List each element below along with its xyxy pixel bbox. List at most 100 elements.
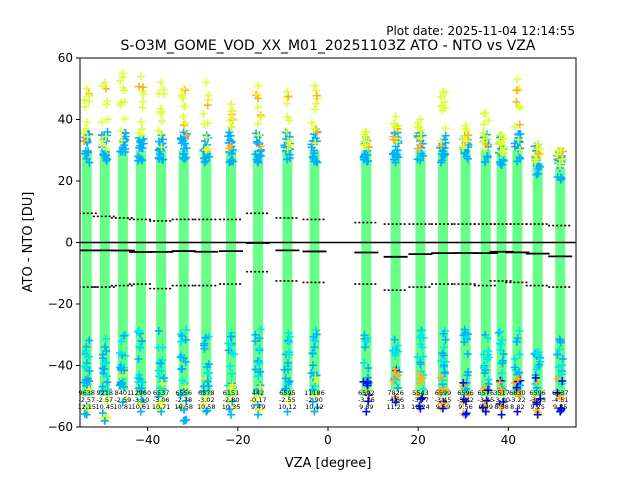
data-point <box>82 154 91 163</box>
bin-mean: -3.00 <box>493 396 510 404</box>
bin-count: 7826 <box>387 389 404 397</box>
plot-date: Plot date: 2025-11-04 12:14:55 <box>386 24 575 38</box>
data-point <box>441 124 450 133</box>
data-point <box>362 157 371 166</box>
data-point <box>313 403 322 412</box>
data-point <box>100 78 109 87</box>
data-point <box>228 106 237 115</box>
data-point <box>157 78 166 87</box>
bin-std: 12.15 <box>77 403 96 411</box>
data-point <box>283 358 292 367</box>
bin-mean: -0.17 <box>250 396 267 404</box>
x-tick-label: 20 <box>411 433 426 447</box>
data-point <box>180 155 189 164</box>
data-point <box>120 114 129 123</box>
data-point <box>84 352 93 361</box>
data-point <box>499 397 508 406</box>
bin-std: 10.24 <box>411 403 430 411</box>
data-point <box>313 158 322 167</box>
y-axis-ticks: −60 −40 −20 0 20 40 60 <box>48 51 80 434</box>
x-axis-ticks: −40 −20 0 20 40 <box>135 427 516 447</box>
data-point <box>464 391 473 400</box>
data-point <box>440 343 449 352</box>
data-point <box>478 138 487 147</box>
bin-mean: -3.63 <box>529 396 546 404</box>
data-point <box>137 384 146 393</box>
data-point <box>311 373 320 382</box>
data-point <box>554 362 563 371</box>
data-point <box>437 102 446 111</box>
data-point <box>514 102 523 111</box>
data-point <box>285 140 294 149</box>
bin-mean: -4.51 <box>552 396 569 404</box>
data-point <box>464 131 473 140</box>
data-point <box>553 173 562 182</box>
data-point <box>311 326 320 335</box>
data-point <box>200 158 209 167</box>
point-cloud-column <box>555 168 566 397</box>
vza-bin-17 <box>494 130 509 419</box>
data-point <box>160 89 169 98</box>
data-point <box>254 81 263 90</box>
data-point <box>179 112 188 121</box>
data-point <box>362 337 371 346</box>
data-point <box>512 337 521 346</box>
data-point <box>228 397 237 406</box>
data-point <box>437 137 446 146</box>
data-point <box>419 384 428 393</box>
data-point <box>513 374 522 383</box>
data-point <box>437 92 446 101</box>
data-point <box>157 117 166 126</box>
data-point <box>154 392 163 401</box>
bin-stat-label: 6596-3.429.56 <box>457 389 474 411</box>
data-point <box>363 389 372 398</box>
data-point <box>227 328 236 337</box>
data-point <box>103 396 112 405</box>
bin-stat-label: 6637-4.519.85 <box>552 389 569 411</box>
vza-bin-18 <box>510 75 525 416</box>
bin-count: 6595 <box>279 389 296 397</box>
data-point <box>199 109 208 118</box>
bin-mean: -2.57 <box>96 396 113 404</box>
data-point <box>227 369 236 378</box>
data-point <box>364 364 373 373</box>
data-point <box>115 349 124 358</box>
data-point <box>254 131 263 140</box>
data-point <box>80 129 88 138</box>
data-point <box>200 120 209 129</box>
bin-stat-label: 3517-3.008.58 <box>493 389 510 411</box>
vza-bin-14 <box>436 87 450 413</box>
data-point <box>553 388 562 397</box>
vza-bin-12 <box>388 112 403 407</box>
bin-std: 9.49 <box>251 403 265 411</box>
data-point <box>515 350 524 359</box>
data-point <box>417 395 426 404</box>
data-point <box>284 388 293 397</box>
x-axis-label: VZA [degree] <box>285 456 372 471</box>
data-point <box>480 369 489 378</box>
data-point <box>256 382 265 391</box>
data-point <box>253 392 262 401</box>
data-point <box>253 103 262 112</box>
data-point <box>311 391 320 400</box>
data-point <box>484 353 493 362</box>
data-point <box>100 365 109 374</box>
data-point <box>181 86 190 95</box>
data-point <box>203 144 212 153</box>
data-point <box>134 355 143 364</box>
data-point <box>80 406 88 415</box>
data-point <box>418 326 427 335</box>
data-point <box>553 350 562 359</box>
data-point <box>534 165 543 174</box>
data-point <box>419 352 428 361</box>
bin-count: 6578 <box>198 389 215 397</box>
bin-count: 6596 <box>457 389 474 397</box>
vza-bin-10 <box>307 81 322 416</box>
data-point <box>557 394 566 403</box>
bin-stat-label: 6576-3.459.49 <box>477 389 494 411</box>
data-point <box>310 407 319 416</box>
data-point <box>178 153 187 162</box>
